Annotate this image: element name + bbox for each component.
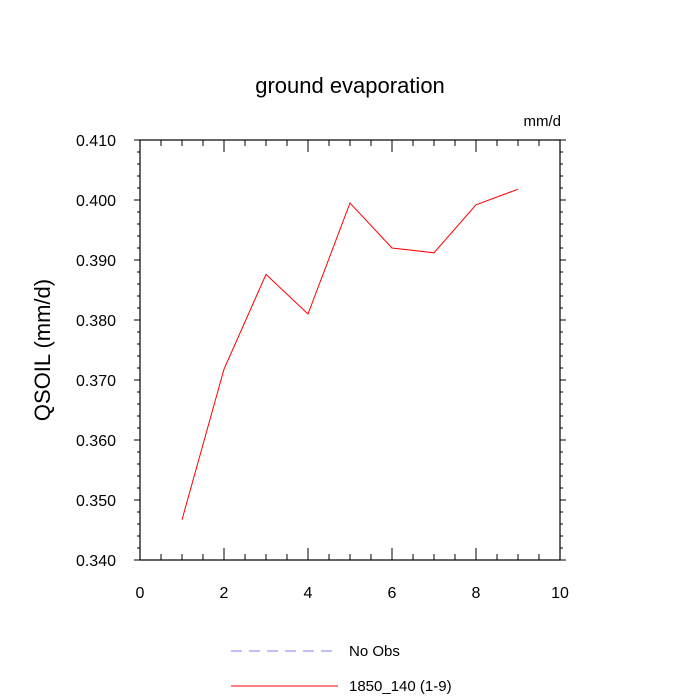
- y-tick-label: 0.410: [76, 133, 116, 150]
- y-tick-label: 0.370: [76, 373, 116, 390]
- x-tick-label: 2: [220, 585, 229, 602]
- legend-label: 1850_140 (1-9): [349, 678, 452, 695]
- series-layer: [181, 188, 519, 520]
- x-tick-label: 10: [551, 585, 569, 602]
- x-tick-label: 8: [472, 585, 481, 602]
- chart-title: ground evaporation: [255, 73, 445, 98]
- y-tick-label: 0.390: [76, 253, 116, 270]
- y-axis-label: QSOIL (mm/d): [30, 279, 55, 421]
- y-tick-labels: 0.340 0.350 0.360 0.370 0.380 0.390 0.400 0.410: [76, 133, 116, 570]
- y-tick-label: 0.380: [76, 313, 116, 330]
- units-label: mm/d: [524, 113, 562, 130]
- x-tick-label: 6: [388, 585, 397, 602]
- x-tick-labels: 0 2 4 6 8 10: [136, 585, 569, 602]
- legend: No Obs 1850_140 (1-9): [231, 643, 452, 695]
- y-tick-label: 0.350: [76, 493, 116, 510]
- y-tick-label: 0.340: [76, 553, 116, 570]
- x-tick-label: 0: [136, 585, 145, 602]
- legend-label: No Obs: [349, 643, 400, 660]
- series-line: [181, 188, 519, 520]
- y-tick-label: 0.360: [76, 433, 116, 450]
- y-tick-label: 0.400: [76, 193, 116, 210]
- x-tick-label: 4: [304, 585, 313, 602]
- axis-ticks: [134, 139, 566, 561]
